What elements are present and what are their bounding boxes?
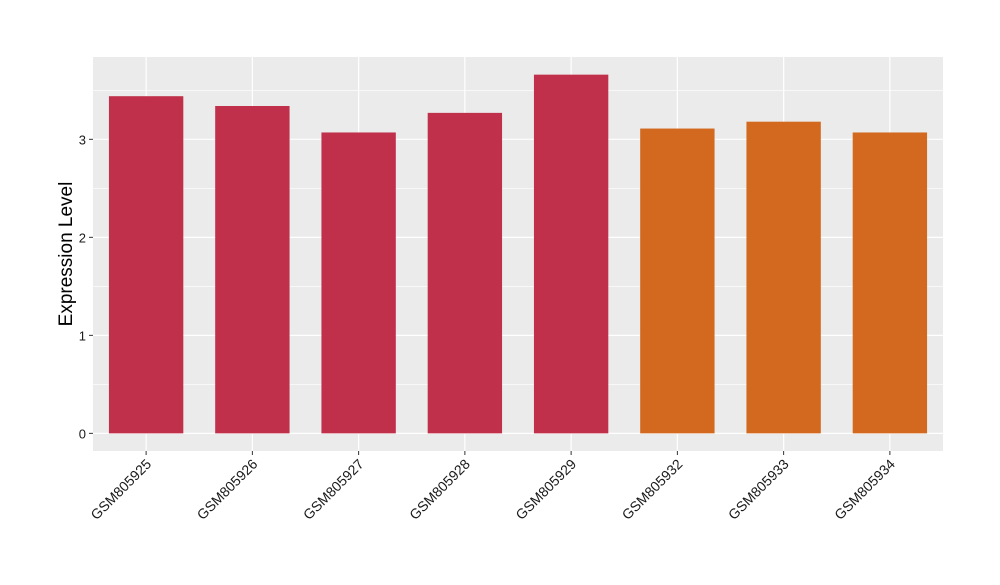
x-tick-label: GSM805933 — [725, 456, 792, 523]
y-axis: 0 1 2 3 — [79, 132, 93, 441]
bar-gsm805927 — [321, 132, 396, 434]
x-axis: GSM805925 GSM805926 GSM805927 GSM805928 GSM8… — [87, 451, 898, 523]
y-tick-label: 1 — [79, 328, 86, 343]
x-tick-label: GSM805934 — [831, 456, 898, 523]
bar-gsm805933 — [746, 121, 821, 434]
x-tick-label: GSM805932 — [619, 456, 686, 523]
x-tick-label: GSM805927 — [300, 456, 367, 523]
y-axis-title: Expression Level — [56, 182, 77, 327]
bar-gsm805932 — [640, 128, 715, 434]
bar-gsm805934 — [852, 132, 928, 434]
bar-gsm805928 — [427, 112, 503, 434]
x-tick-label: GSM805925 — [87, 456, 154, 523]
bar-gsm805929 — [533, 74, 609, 434]
bar-gsm805925 — [108, 96, 184, 434]
y-tick-label: 0 — [79, 426, 86, 441]
bars — [108, 74, 928, 434]
bar-gsm805926 — [215, 106, 290, 434]
y-tick-label: 2 — [79, 230, 86, 245]
x-tick-label: GSM805929 — [512, 456, 579, 523]
x-tick-label: GSM805926 — [194, 456, 261, 523]
y-tick-label: 3 — [79, 132, 86, 147]
x-tick-label: GSM805928 — [406, 456, 473, 523]
